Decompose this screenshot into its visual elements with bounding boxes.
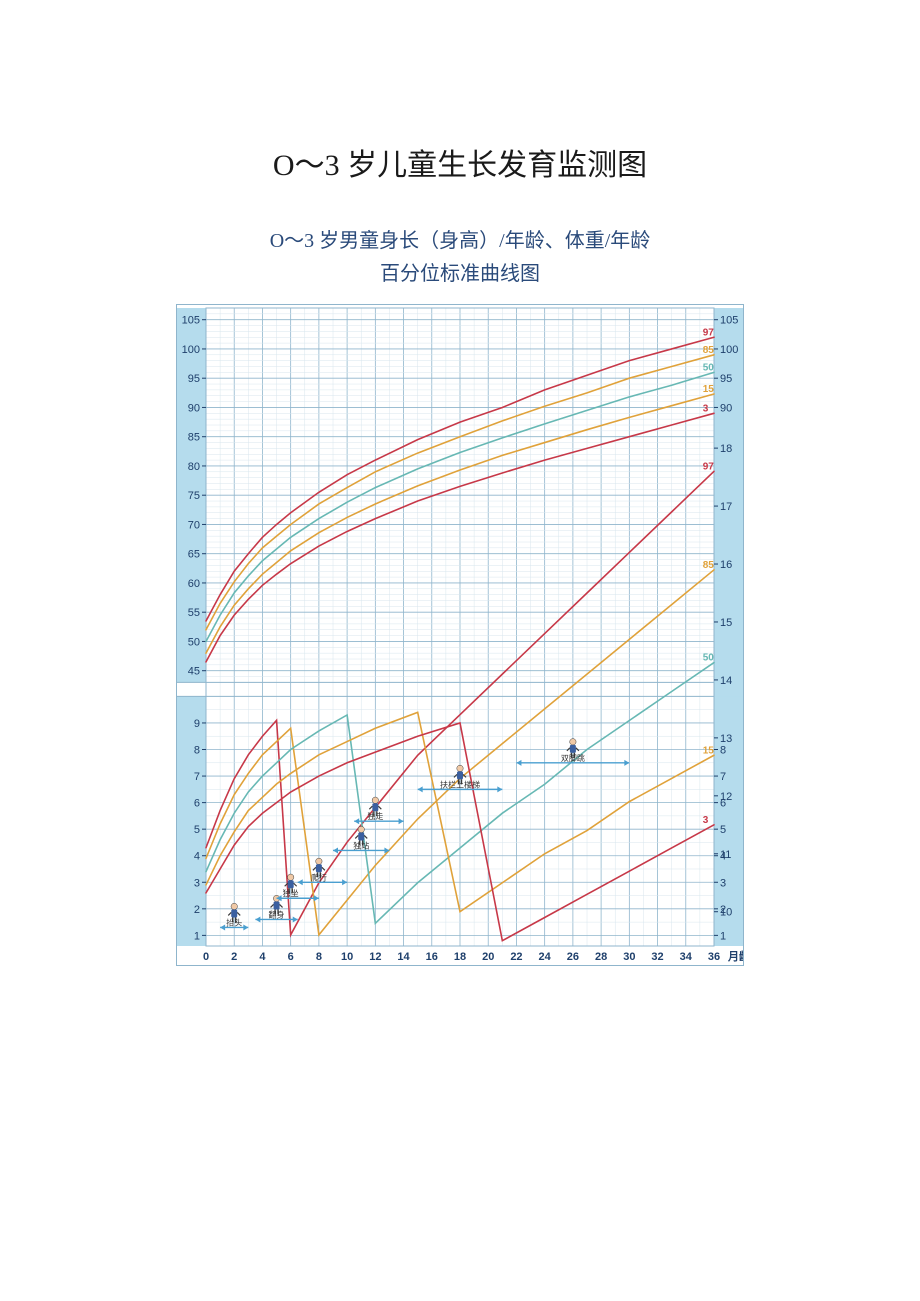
svg-text:4: 4: [194, 851, 200, 863]
svg-text:月龄: 月龄: [727, 949, 744, 963]
svg-text:55: 55: [188, 607, 200, 619]
svg-text:2: 2: [231, 951, 237, 963]
svg-text:1: 1: [194, 930, 200, 942]
svg-text:12: 12: [369, 951, 381, 963]
svg-text:22: 22: [510, 951, 522, 963]
svg-text:95: 95: [188, 373, 200, 385]
svg-text:1: 1: [720, 930, 726, 942]
svg-text:16: 16: [426, 951, 438, 963]
svg-text:36: 36: [708, 951, 720, 963]
svg-text:32: 32: [651, 951, 663, 963]
svg-text:90: 90: [720, 402, 732, 414]
svg-text:15: 15: [703, 384, 715, 395]
svg-text:34: 34: [680, 951, 693, 963]
svg-text:独站: 独站: [353, 840, 369, 850]
svg-text:97: 97: [703, 461, 715, 472]
svg-text:16: 16: [720, 559, 732, 571]
svg-text:4: 4: [259, 951, 266, 963]
svg-text:4: 4: [720, 851, 726, 863]
svg-text:0: 0: [203, 951, 209, 963]
subtitle-line-1: O～3 岁男童身长（身高）/年龄、体重/年龄: [0, 224, 920, 253]
svg-text:独走: 独走: [367, 811, 383, 821]
svg-text:3: 3: [703, 403, 709, 414]
svg-text:28: 28: [595, 951, 607, 963]
svg-text:2: 2: [720, 904, 726, 916]
svg-text:抬头: 抬头: [226, 917, 242, 927]
svg-text:85: 85: [703, 345, 715, 356]
svg-text:90: 90: [188, 402, 200, 414]
svg-text:50: 50: [188, 636, 200, 648]
svg-text:8: 8: [194, 745, 200, 757]
svg-text:双脚跳: 双脚跳: [561, 753, 585, 763]
svg-text:97: 97: [703, 327, 715, 338]
svg-text:3: 3: [720, 877, 726, 889]
svg-text:2: 2: [194, 904, 200, 916]
svg-text:80: 80: [188, 461, 200, 473]
svg-text:翻身: 翻身: [269, 909, 285, 919]
growth-chart: 4550556065707580859095100105123456789909…: [176, 304, 744, 966]
svg-text:26: 26: [567, 951, 579, 963]
svg-text:7: 7: [194, 771, 200, 783]
svg-text:75: 75: [188, 490, 200, 502]
svg-text:105: 105: [182, 315, 200, 327]
svg-text:95: 95: [720, 373, 732, 385]
svg-text:3: 3: [194, 877, 200, 889]
svg-text:45: 45: [188, 666, 200, 678]
svg-text:3: 3: [703, 815, 709, 826]
svg-text:105: 105: [720, 315, 738, 327]
svg-text:100: 100: [182, 344, 200, 356]
svg-text:独坐: 独坐: [283, 888, 299, 898]
svg-text:6: 6: [194, 798, 200, 810]
svg-text:50: 50: [703, 362, 715, 373]
svg-text:20: 20: [482, 951, 494, 963]
svg-text:10: 10: [341, 951, 353, 963]
svg-text:100: 100: [720, 344, 738, 356]
growth-chart-container: 4550556065707580859095100105123456789909…: [176, 304, 744, 971]
svg-text:15: 15: [703, 745, 715, 756]
svg-text:5: 5: [720, 824, 726, 836]
svg-text:5: 5: [194, 824, 200, 836]
svg-text:60: 60: [188, 578, 200, 590]
svg-text:65: 65: [188, 549, 200, 561]
page-title: O～3 岁儿童生长发育监测图: [0, 140, 920, 184]
svg-text:爬行: 爬行: [311, 872, 327, 882]
svg-text:50: 50: [703, 653, 715, 664]
svg-text:扶栏上楼梯: 扶栏上楼梯: [440, 779, 480, 789]
svg-text:70: 70: [188, 519, 200, 531]
subtitle-line-2: 百分位标准曲线图: [0, 257, 920, 286]
svg-text:8: 8: [316, 951, 322, 963]
svg-text:15: 15: [720, 617, 732, 629]
svg-text:17: 17: [720, 501, 732, 513]
svg-text:8: 8: [720, 745, 726, 757]
svg-text:9: 9: [194, 718, 200, 730]
svg-text:85: 85: [188, 432, 200, 444]
svg-text:24: 24: [539, 951, 552, 963]
svg-text:6: 6: [288, 951, 294, 963]
svg-text:30: 30: [623, 951, 635, 963]
svg-text:18: 18: [454, 951, 466, 963]
svg-text:7: 7: [720, 771, 726, 783]
svg-text:13: 13: [720, 733, 732, 745]
svg-text:14: 14: [720, 675, 732, 687]
svg-text:85: 85: [703, 560, 715, 571]
svg-text:6: 6: [720, 798, 726, 810]
svg-text:14: 14: [397, 951, 410, 963]
svg-text:18: 18: [720, 443, 732, 455]
